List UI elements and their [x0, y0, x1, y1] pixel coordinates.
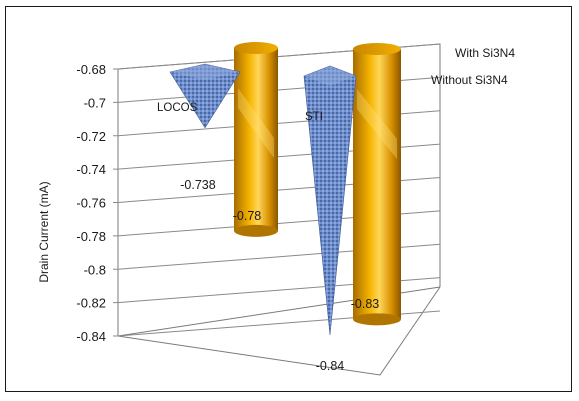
cylinder-highlight — [238, 88, 274, 158]
category-label: LOCOS — [157, 102, 198, 114]
data-label: -0.83 — [351, 297, 380, 311]
chart-labels: -0.738 -0.84 -0.78 -0.83 LOCOS STI Without Si3… — [157, 46, 515, 373]
cone-bar — [169, 63, 241, 129]
cone-top — [304, 66, 356, 86]
cylinder-base — [353, 313, 401, 326]
cylinder-body — [353, 49, 401, 320]
y-tick-label: -0.7 — [84, 95, 106, 110]
chart-marks — [169, 42, 401, 336]
cylinder-bar — [353, 43, 401, 326]
cylinder-top — [234, 42, 278, 54]
cylinder-base — [234, 224, 278, 237]
floor-edge — [117, 286, 441, 376]
cylinder-highlight — [357, 89, 397, 159]
y-axis-ticks: -0.68 -0.7 -0.72 -0.74 -0.76 -0.78 -0.8 -0.82 -0… — [76, 62, 106, 344]
cone-face — [303, 65, 357, 336]
y-tick-label: -0.76 — [76, 196, 106, 211]
cylinder-bar — [234, 42, 278, 237]
y-tick-label: -0.78 — [76, 229, 106, 244]
data-label: -0.78 — [233, 209, 262, 223]
y-tick-label: -0.72 — [76, 129, 106, 144]
y-tick-label: -0.8 — [84, 262, 106, 277]
y-tick-label: -0.82 — [76, 296, 106, 311]
category-label: STI — [305, 111, 323, 123]
cylinder-body — [234, 48, 278, 231]
cone-top — [170, 64, 240, 80]
cylinder-top — [353, 43, 401, 55]
y-tick-label: -0.74 — [76, 162, 106, 177]
series-label: Without Si3N4 — [431, 73, 508, 87]
data-label: -0.84 — [316, 359, 345, 373]
cone-bar — [303, 65, 357, 336]
y-tick-label: -0.68 — [76, 62, 106, 77]
data-label: -0.738 — [180, 178, 215, 192]
y-axis-title: Drain Current (mA) — [37, 181, 51, 282]
series-label: With Si3N4 — [455, 46, 515, 60]
y-tick-label: -0.84 — [76, 329, 106, 344]
chart-frame — [5, 6, 572, 392]
